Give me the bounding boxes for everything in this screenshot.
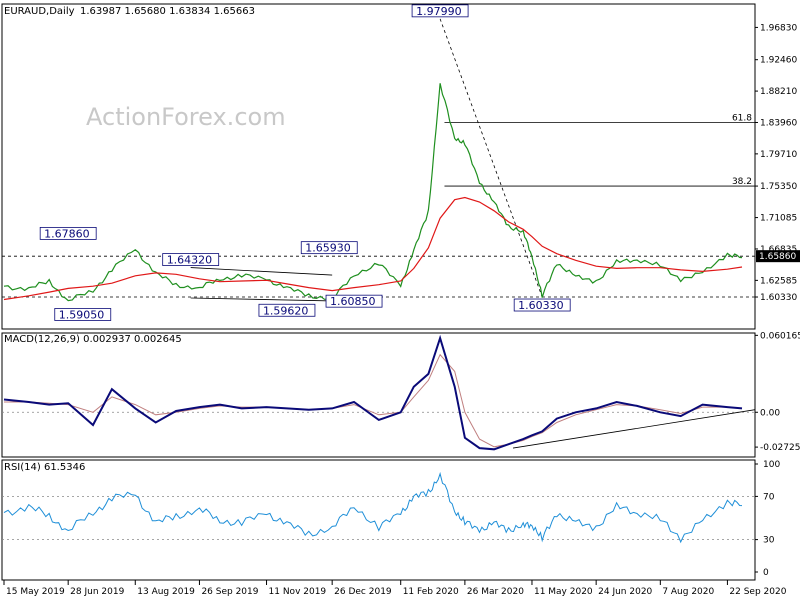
macd-tick-label: 0.060165	[760, 331, 800, 341]
price-annotation-label: 1.64320	[167, 254, 213, 267]
current-price-label: 1.65860	[759, 252, 796, 262]
price-annotation-box	[513, 298, 571, 312]
date-tick-label: 24 Jun 2020	[598, 587, 652, 597]
date-tick-label: 7 Aug 2020	[662, 587, 714, 597]
rsi-tick-label: 30	[763, 536, 775, 546]
date-tick-label: 11 May 2020	[534, 587, 593, 597]
panel-frames	[1, 3, 756, 581]
price-annotation-label: 1.65930	[305, 242, 351, 255]
price-annotation-label: 1.60330	[518, 299, 564, 312]
macd-signal-line	[4, 353, 743, 448]
price-annotation-box	[300, 241, 358, 255]
rsi-tick-label: 0	[763, 568, 769, 578]
date-tick-label: 26 Sep 2019	[201, 587, 258, 597]
price-series-line	[3, 83, 743, 302]
macd-line	[3, 334, 743, 451]
price-annotation-label: 1.60850	[330, 295, 376, 308]
date-tick-label: 26 Dec 2019	[334, 587, 392, 597]
price-annotation-box	[162, 253, 220, 266]
date-tick-label: 26 Mar 2020	[467, 587, 524, 597]
price-annotation-box	[411, 4, 469, 18]
price-annotation-label: 1.97990	[416, 5, 462, 18]
price-annotation-box	[325, 294, 383, 308]
price-tick-label: 1.88210	[760, 87, 797, 97]
watermark: ActionForex.com	[86, 103, 286, 131]
moving-average-line	[3, 196, 743, 301]
panel-frame-1	[1, 332, 756, 458]
price-tick-label: 1.71085	[760, 214, 797, 224]
date-tick-label: 11 Feb 2020	[403, 587, 459, 597]
price-tick-label: 1.79710	[760, 150, 797, 160]
wedge-upper-line	[190, 267, 333, 276]
price-annotation-box	[258, 303, 316, 317]
fib-label-0: 61.8	[732, 113, 752, 123]
panel-frame-0	[1, 3, 756, 330]
current-price-badge	[756, 250, 800, 263]
macd-tick-label: 0.00	[760, 408, 780, 418]
date-tick-label: 28 Jun 2019	[70, 587, 124, 597]
price-levels	[2, 18, 756, 540]
price-tick-label: 1.60330	[760, 293, 797, 303]
panel-frame-2	[1, 459, 756, 581]
price-annotation-label: 1.67860	[44, 227, 90, 240]
price-annotation-box	[54, 308, 112, 321]
date-tick-label: 13 Aug 2019	[137, 587, 195, 597]
price-tick-label: 1.83960	[760, 118, 797, 128]
date-tick-label: 11 Nov 2019	[269, 587, 327, 597]
fib-label-1: 38.2	[732, 177, 752, 187]
rsi-title: RSI(14) 61.5346	[4, 462, 85, 473]
wedge-lower-line	[190, 297, 333, 302]
price-annotation-label: 1.59620	[263, 304, 309, 317]
axis-layer: 1.96830 1.92460 1.88210 1.83960 1.79710 1.753…	[3, 23, 800, 597]
date-tick-label: 22 Sep 2020	[729, 587, 786, 597]
rsi-tick-label: 70	[763, 492, 775, 502]
price-annotation-label: 1.59050	[59, 308, 105, 321]
macd-trend-line	[512, 409, 756, 449]
price-tick-label: 1.92460	[760, 56, 797, 66]
series-layer	[3, 83, 743, 544]
price-annotation-box	[39, 226, 97, 240]
chart-ohlc-label: 1.63987 1.65680 1.63834 1.65663	[80, 6, 255, 17]
macd-tick-label: -0.02725	[760, 443, 800, 453]
date-tick-label: 15 May 2019	[6, 587, 65, 597]
rsi-tick-label: 100	[763, 460, 780, 470]
price-tick-label: 1.66835	[760, 245, 797, 255]
macd-title: MACD(12,26,9) 0.002937 0.002645	[4, 334, 182, 345]
annotation-layer: 61.8 38.2 1.67860 1.59050 1.64320 1.59620 1.60…	[39, 4, 752, 321]
chart-symbol-label: EURAUD,Daily	[4, 6, 75, 17]
rsi-line	[3, 471, 743, 544]
price-tick-label: 1.62585	[760, 276, 797, 286]
downtrend-dashed-line	[439, 18, 543, 298]
price-tick-label: 1.96830	[760, 23, 797, 33]
price-tick-label: 1.75350	[760, 182, 797, 192]
